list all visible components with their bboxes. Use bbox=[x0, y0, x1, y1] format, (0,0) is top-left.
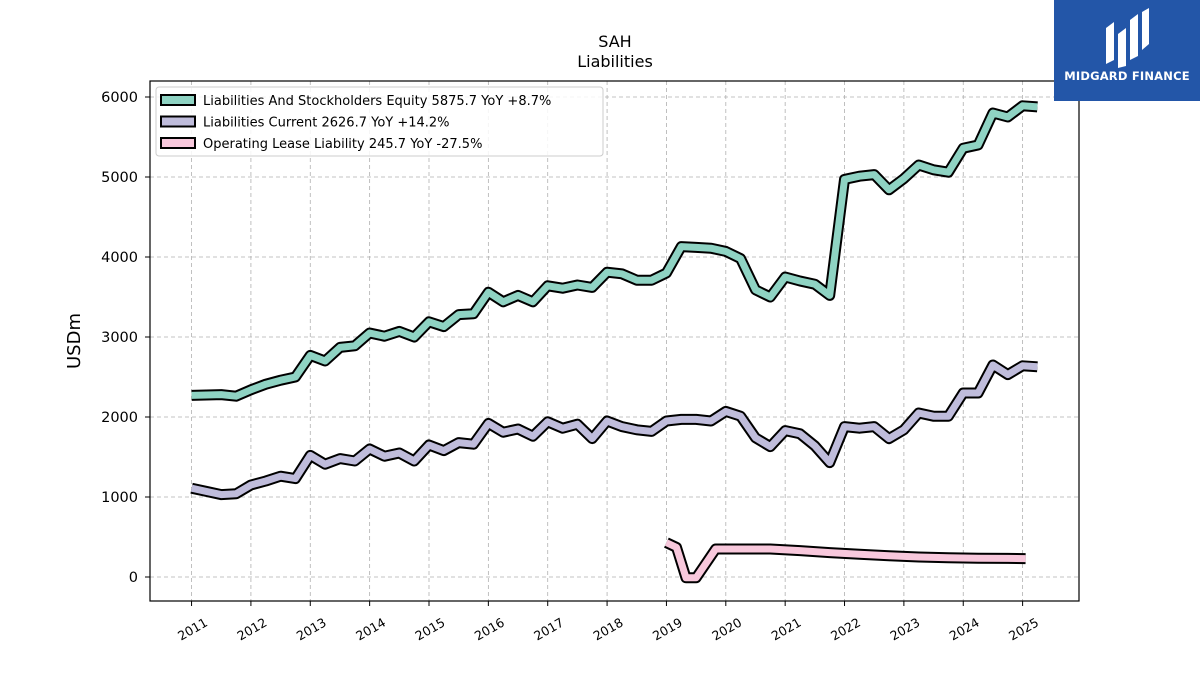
x-tick-label: 2013 bbox=[294, 615, 329, 644]
y-tick-label: 6000 bbox=[101, 90, 138, 106]
x-tick-label: 2015 bbox=[412, 615, 447, 644]
legend-swatch-0 bbox=[160, 94, 196, 106]
legend-label-2: Operating Lease Liability 245.7 YoY -27.… bbox=[203, 137, 482, 152]
x-tick-label: 2012 bbox=[234, 615, 269, 644]
y-axis-label: USDm bbox=[64, 313, 85, 369]
legend-label-1: Liabilities Current 2626.7 YoY +14.2% bbox=[203, 116, 450, 131]
chart-subtitle: Liabilities bbox=[577, 52, 653, 71]
legend-swatch-2 bbox=[160, 137, 196, 149]
y-tick-label: 4000 bbox=[101, 250, 138, 266]
x-tick-label: 2023 bbox=[887, 615, 922, 644]
x-tick-label: 2020 bbox=[709, 615, 744, 644]
x-tick-label: 2018 bbox=[591, 615, 626, 644]
y-tick-label: 1000 bbox=[101, 490, 138, 506]
legend-swatch-1 bbox=[160, 115, 196, 128]
series-line-0 bbox=[191, 102, 1038, 400]
grid bbox=[150, 81, 1079, 601]
y-tick-label: 5000 bbox=[101, 170, 138, 186]
chart-title: SAH bbox=[598, 32, 631, 51]
legend-box bbox=[155, 86, 604, 157]
x-tick-label: 2014 bbox=[353, 615, 388, 644]
series-line-1 bbox=[190, 361, 1038, 499]
midgard-logo-icon bbox=[1106, 8, 1149, 68]
series-outline-1 bbox=[190, 359, 1038, 501]
x-tick-label: 2016 bbox=[472, 615, 507, 644]
x-tick-label: 2019 bbox=[650, 615, 685, 644]
x-tick-label: 2011 bbox=[175, 615, 210, 644]
y-tick-label: 3000 bbox=[101, 330, 138, 346]
x-tick-label: 2021 bbox=[769, 615, 804, 644]
logo-text: MIDGARD FINANCE bbox=[1064, 69, 1190, 83]
y-tick-label: 0 bbox=[129, 570, 138, 586]
x-tick-label: 2025 bbox=[1006, 615, 1041, 644]
legend-label-0: Liabilities And Stockholders Equity 5875… bbox=[203, 94, 551, 109]
midgard-finance-logo: MIDGARD FINANCE bbox=[1054, 0, 1200, 101]
series-lines bbox=[190, 100, 1038, 584]
plot-frame bbox=[149, 80, 1080, 602]
x-tick-label: 2024 bbox=[947, 615, 982, 644]
series-line-2 bbox=[664, 539, 1026, 582]
x-tick-label: 2017 bbox=[531, 615, 566, 644]
legend: Liabilities And Stockholders Equity 5875… bbox=[155, 86, 604, 157]
y-tick-label: 2000 bbox=[101, 410, 138, 426]
x-tick-label: 2022 bbox=[828, 615, 863, 644]
